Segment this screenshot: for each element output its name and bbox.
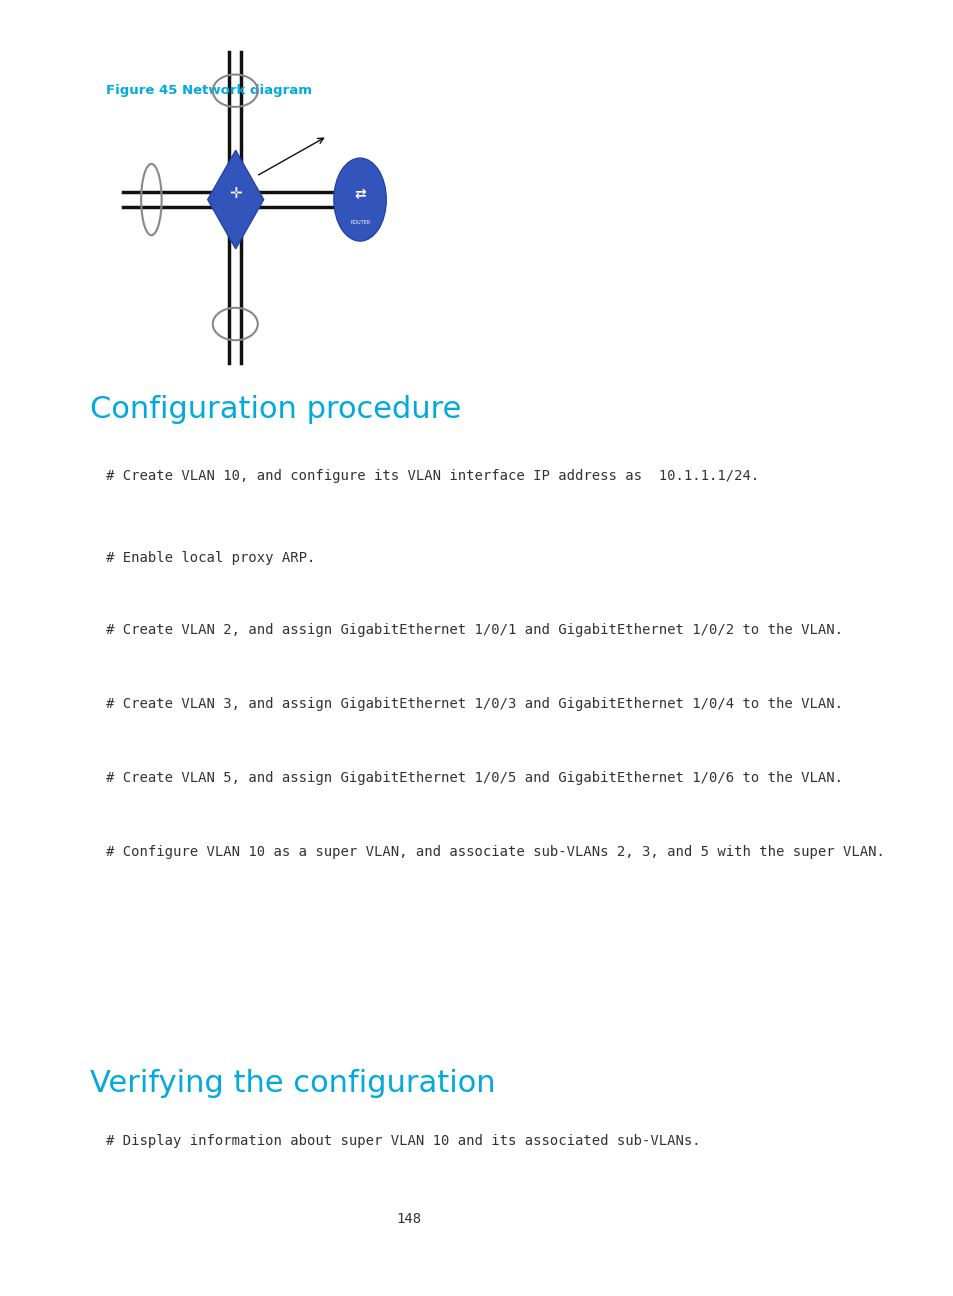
Text: # Configure VLAN 10 as a super VLAN, and associate sub-VLANs 2, 3, and 5 with th: # Configure VLAN 10 as a super VLAN, and… [107, 845, 884, 859]
Text: Configuration procedure: Configuration procedure [90, 395, 461, 424]
Text: # Display information about super VLAN 10 and its associated sub-VLANs.: # Display information about super VLAN 1… [107, 1134, 700, 1148]
Text: 148: 148 [396, 1212, 421, 1226]
Text: ✛: ✛ [229, 185, 242, 201]
Text: # Create VLAN 3, and assign GigabitEthernet 1/0/3 and GigabitEthernet 1/0/4 to t: # Create VLAN 3, and assign GigabitEther… [107, 697, 842, 712]
Text: # Create VLAN 10, and configure its VLAN interface IP address as  10.1.1.1/24.: # Create VLAN 10, and configure its VLAN… [107, 469, 759, 483]
Text: # Create VLAN 2, and assign GigabitEthernet 1/0/1 and GigabitEthernet 1/0/2 to t: # Create VLAN 2, and assign GigabitEther… [107, 623, 842, 638]
Text: Figure 45 Network diagram: Figure 45 Network diagram [107, 84, 312, 97]
Text: Verifying the configuration: Verifying the configuration [90, 1069, 496, 1098]
Polygon shape [208, 150, 263, 249]
Circle shape [334, 158, 386, 241]
Text: # Create VLAN 5, and assign GigabitEthernet 1/0/5 and GigabitEthernet 1/0/6 to t: # Create VLAN 5, and assign GigabitEther… [107, 771, 842, 785]
Text: ROUTER: ROUTER [350, 220, 370, 226]
Text: # Enable local proxy ARP.: # Enable local proxy ARP. [107, 551, 315, 565]
Text: ⇄: ⇄ [354, 188, 366, 201]
